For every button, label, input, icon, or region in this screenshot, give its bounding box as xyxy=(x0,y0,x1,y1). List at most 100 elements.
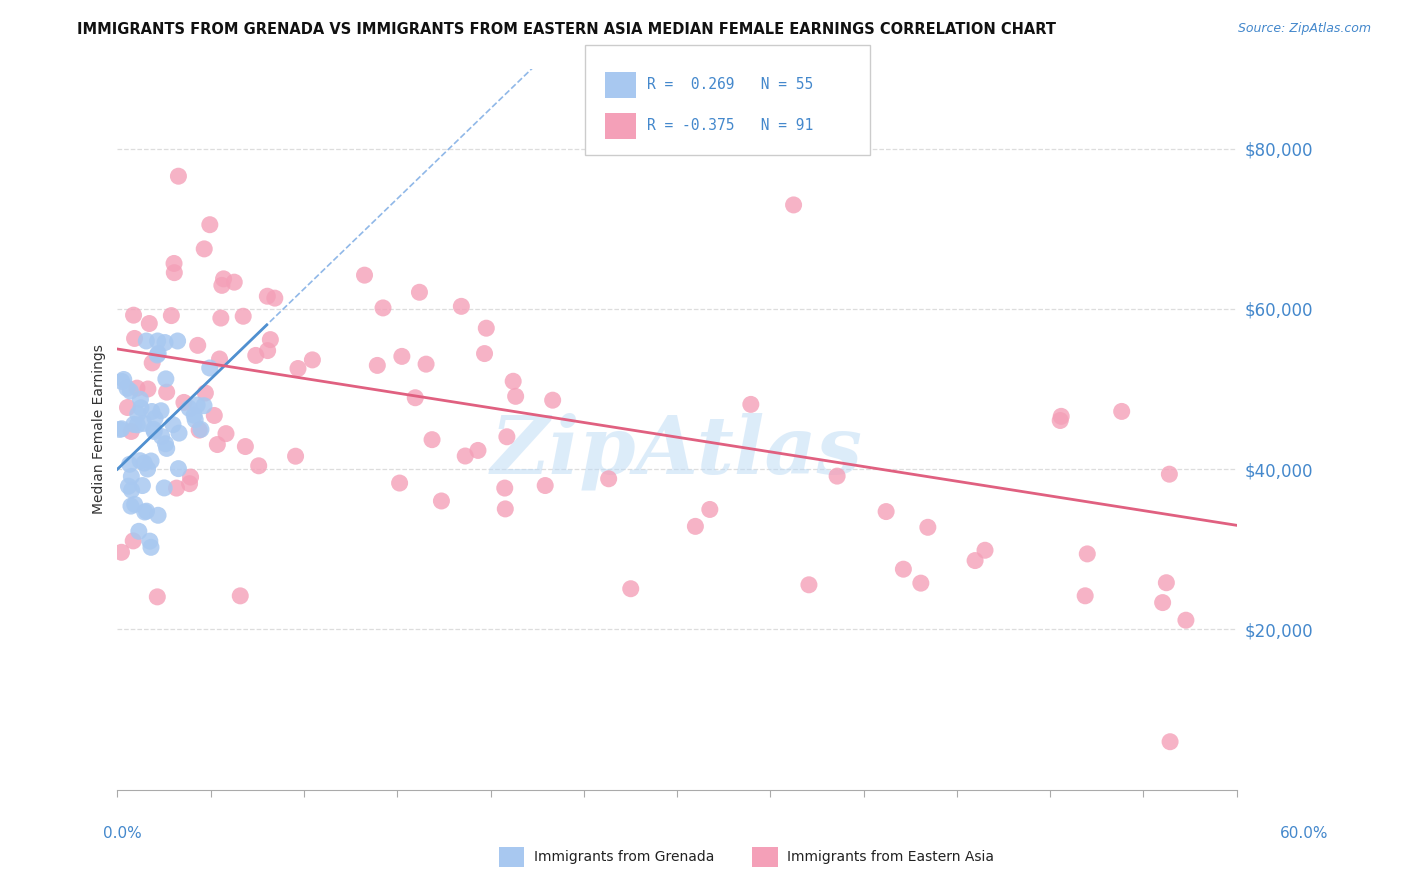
Point xyxy=(207,437,229,451)
Point xyxy=(1152,596,1174,610)
Point xyxy=(209,311,232,326)
Point xyxy=(256,343,278,358)
Point xyxy=(134,505,156,519)
Point xyxy=(139,541,162,555)
Point xyxy=(167,426,190,441)
Point xyxy=(420,433,443,447)
Point xyxy=(430,494,453,508)
Point xyxy=(139,534,162,549)
Point xyxy=(782,198,804,212)
Point xyxy=(740,397,762,411)
Text: 0.0%: 0.0% xyxy=(103,826,142,841)
Point xyxy=(142,422,165,436)
Point xyxy=(875,505,897,519)
Point xyxy=(134,456,156,470)
Point xyxy=(494,481,516,495)
Point xyxy=(135,334,157,348)
Point xyxy=(910,576,932,591)
Point xyxy=(287,361,309,376)
Point xyxy=(494,502,516,516)
Point xyxy=(224,275,246,289)
Point xyxy=(138,317,160,331)
Point xyxy=(190,422,212,436)
Point xyxy=(160,309,183,323)
Point xyxy=(117,479,139,493)
Point xyxy=(371,301,394,315)
Point xyxy=(797,578,820,592)
Text: R = -0.375   N = 91: R = -0.375 N = 91 xyxy=(647,119,813,134)
Point xyxy=(1074,589,1097,603)
Point xyxy=(166,481,188,495)
Text: Immigrants from Eastern Asia: Immigrants from Eastern Asia xyxy=(787,850,994,864)
Point xyxy=(215,426,238,441)
Point xyxy=(146,590,169,604)
Point xyxy=(193,399,215,413)
Point xyxy=(180,470,202,484)
Point xyxy=(120,425,142,439)
Point xyxy=(232,310,254,324)
Point xyxy=(129,392,152,407)
Point xyxy=(467,443,489,458)
Point xyxy=(388,476,411,491)
Point xyxy=(124,497,146,511)
Point xyxy=(541,393,564,408)
Point xyxy=(146,348,169,362)
Point xyxy=(132,417,155,431)
Point xyxy=(188,423,211,437)
Point xyxy=(179,401,201,416)
Point xyxy=(135,504,157,518)
Point xyxy=(125,381,148,395)
Point xyxy=(143,425,166,439)
Point xyxy=(173,395,195,409)
Point xyxy=(391,350,413,364)
Point xyxy=(496,430,519,444)
Point xyxy=(301,352,323,367)
Text: Source: ZipAtlas.com: Source: ZipAtlas.com xyxy=(1237,22,1371,36)
Point xyxy=(163,256,186,270)
Point xyxy=(153,335,176,350)
Y-axis label: Median Female Earnings: Median Female Earnings xyxy=(93,344,107,514)
Point xyxy=(965,553,987,567)
Point xyxy=(143,411,166,425)
Point xyxy=(187,338,209,352)
Point xyxy=(167,461,190,475)
Point xyxy=(474,346,496,360)
Point xyxy=(1050,409,1073,424)
Point xyxy=(115,381,138,395)
Point xyxy=(150,404,173,418)
Point xyxy=(502,374,524,388)
Point xyxy=(120,469,142,483)
Point xyxy=(163,266,186,280)
Point xyxy=(156,385,179,400)
Point xyxy=(415,357,437,371)
Point xyxy=(353,268,375,282)
Point xyxy=(198,361,221,376)
Point xyxy=(167,169,190,184)
Point xyxy=(454,449,477,463)
Point xyxy=(450,299,472,313)
Point xyxy=(136,382,159,396)
Point xyxy=(156,442,179,456)
Point xyxy=(179,476,201,491)
Text: R =  0.269   N = 55: R = 0.269 N = 55 xyxy=(647,78,813,93)
Point xyxy=(408,285,430,300)
Point xyxy=(263,291,285,305)
Point xyxy=(127,417,149,432)
Point xyxy=(155,437,177,451)
Point xyxy=(202,409,225,423)
Point xyxy=(124,331,146,345)
Point xyxy=(534,478,557,492)
Point xyxy=(505,389,527,403)
Point xyxy=(108,422,131,436)
Point xyxy=(284,449,307,463)
Point xyxy=(131,478,153,492)
Point xyxy=(211,278,233,293)
Point xyxy=(699,502,721,516)
Point xyxy=(122,308,145,322)
Point xyxy=(974,543,997,558)
Text: 60.0%: 60.0% xyxy=(1281,826,1329,841)
Point xyxy=(139,454,162,468)
Point xyxy=(256,289,278,303)
Point xyxy=(136,462,159,476)
Point xyxy=(112,372,135,386)
